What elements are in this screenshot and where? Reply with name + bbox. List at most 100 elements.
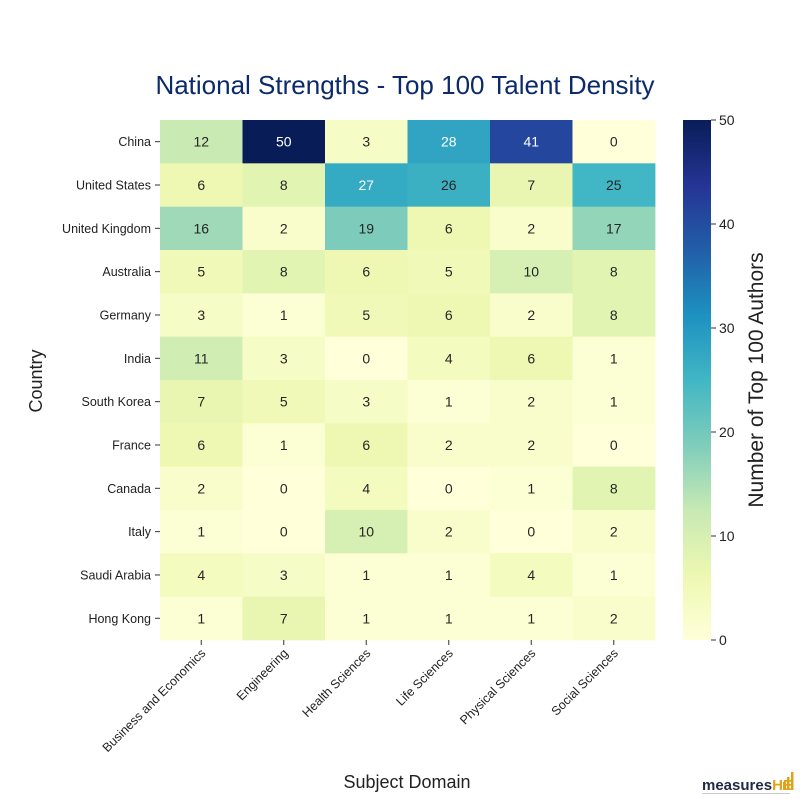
y-tick-label: South Korea (82, 395, 152, 409)
heatmap-cell (572, 553, 656, 598)
cell-value-label: 6 (197, 177, 205, 193)
heatmap-cell (325, 293, 408, 338)
cell-value-label: 1 (610, 350, 618, 366)
heatmap-cell (242, 249, 326, 294)
cell-value-label: 7 (527, 177, 535, 193)
heatmap-cell (325, 553, 408, 598)
cell-value-label: 2 (527, 394, 535, 410)
cell-value-label: 8 (610, 307, 618, 323)
x-axis-label: Subject Domain (343, 772, 470, 792)
colorbar (683, 120, 711, 640)
cell-value-label: 4 (445, 350, 453, 366)
y-tick-label: Germany (100, 308, 152, 322)
cell-value-label: 5 (197, 264, 205, 280)
heatmap-cell (407, 423, 491, 468)
cell-value-label: 41 (523, 134, 539, 150)
heatmap-cell (407, 509, 491, 554)
cell-value-label: 50 (276, 134, 292, 150)
heatmap-cell (407, 596, 491, 641)
heatmap-cell (242, 293, 326, 338)
cell-value-label: 1 (362, 610, 370, 626)
heatmap-cell (325, 336, 408, 381)
cell-value-label: 1 (445, 394, 453, 410)
heatmap-cell (325, 423, 408, 468)
cell-value-label: 0 (527, 524, 535, 540)
y-tick-label: Canada (107, 482, 151, 496)
cell-value-label: 1 (362, 567, 370, 583)
y-tick-label: Saudi Arabia (80, 568, 151, 582)
cell-value-label: 5 (280, 394, 288, 410)
cell-value-label: 1 (197, 610, 205, 626)
cell-value-label: 8 (280, 264, 288, 280)
cell-value-label: 27 (358, 177, 374, 193)
heatmap-cell (490, 553, 573, 598)
cell-value-label: 2 (445, 524, 453, 540)
x-tick-label: Social Sciences (549, 646, 621, 718)
heatmap-cell (407, 163, 491, 208)
heatmap-cell (160, 206, 243, 251)
heatmap-cell (160, 509, 243, 554)
heatmap-cell (325, 206, 408, 251)
heatmap-cell (572, 336, 656, 381)
cell-value-label: 2 (445, 437, 453, 453)
colorbar-label: Number of Top 100 Authors (745, 252, 768, 507)
colorbar-tick-label: 20 (719, 424, 735, 440)
heatmap-cell (160, 596, 243, 641)
cell-value-label: 6 (527, 350, 535, 366)
heatmap-cell (572, 120, 656, 164)
heatmap-cell (490, 163, 573, 208)
cell-value-label: 1 (527, 480, 535, 496)
cell-value-label: 10 (358, 524, 374, 540)
heatmap-cell (490, 120, 573, 164)
brand-logo: measuresHE (700, 764, 796, 798)
heatmap-cell (490, 423, 573, 468)
heatmap-cell (325, 163, 408, 208)
y-tick-label: China (118, 135, 151, 149)
y-tick-label: United Kingdom (62, 222, 151, 236)
heatmap-cell (407, 293, 491, 338)
logo-bars-icon (783, 772, 794, 790)
heatmap-cell (160, 163, 243, 208)
heatmap-cell (160, 336, 243, 381)
heatmap-cell (490, 466, 573, 511)
heatmap-cell (572, 423, 656, 468)
cell-value-label: 6 (445, 307, 453, 323)
cell-value-label: 0 (362, 350, 370, 366)
heatmap-cell (160, 423, 243, 468)
heatmap-cell (242, 596, 326, 641)
cell-value-label: 8 (280, 177, 288, 193)
cell-value-label: 12 (193, 134, 209, 150)
cell-value-label: 1 (610, 394, 618, 410)
cell-value-label: 1 (527, 610, 535, 626)
heatmap-cell (407, 120, 491, 164)
heatmap-cell (242, 379, 326, 424)
cell-value-label: 3 (362, 394, 370, 410)
cell-value-label: 10 (523, 264, 539, 280)
cell-value-label: 1 (280, 437, 288, 453)
heatmap-cell (572, 206, 656, 251)
heatmap-cell (160, 379, 243, 424)
cell-value-label: 28 (441, 134, 457, 150)
cell-value-label: 0 (280, 480, 288, 496)
y-tick-label: India (124, 352, 151, 366)
heatmap-cell (325, 509, 408, 554)
logo-text-main: measures (702, 777, 772, 794)
cell-value-label: 0 (445, 480, 453, 496)
heatmap-cell (325, 249, 408, 294)
heatmap-cell (572, 379, 656, 424)
heatmap-cell (242, 509, 326, 554)
cell-value-label: 6 (362, 437, 370, 453)
cell-value-label: 6 (197, 437, 205, 453)
colorbar-tick-label: 0 (719, 632, 727, 648)
heatmap-cell (325, 379, 408, 424)
cell-value-label: 2 (527, 307, 535, 323)
cell-value-label: 0 (610, 134, 618, 150)
heatmap-cell (490, 379, 573, 424)
x-tick-label: Physical Sciences (457, 646, 538, 727)
cell-value-label: 26 (441, 177, 457, 193)
cell-value-label: 6 (445, 220, 453, 236)
cell-value-label: 7 (280, 610, 288, 626)
cell-value-label: 25 (606, 177, 622, 193)
